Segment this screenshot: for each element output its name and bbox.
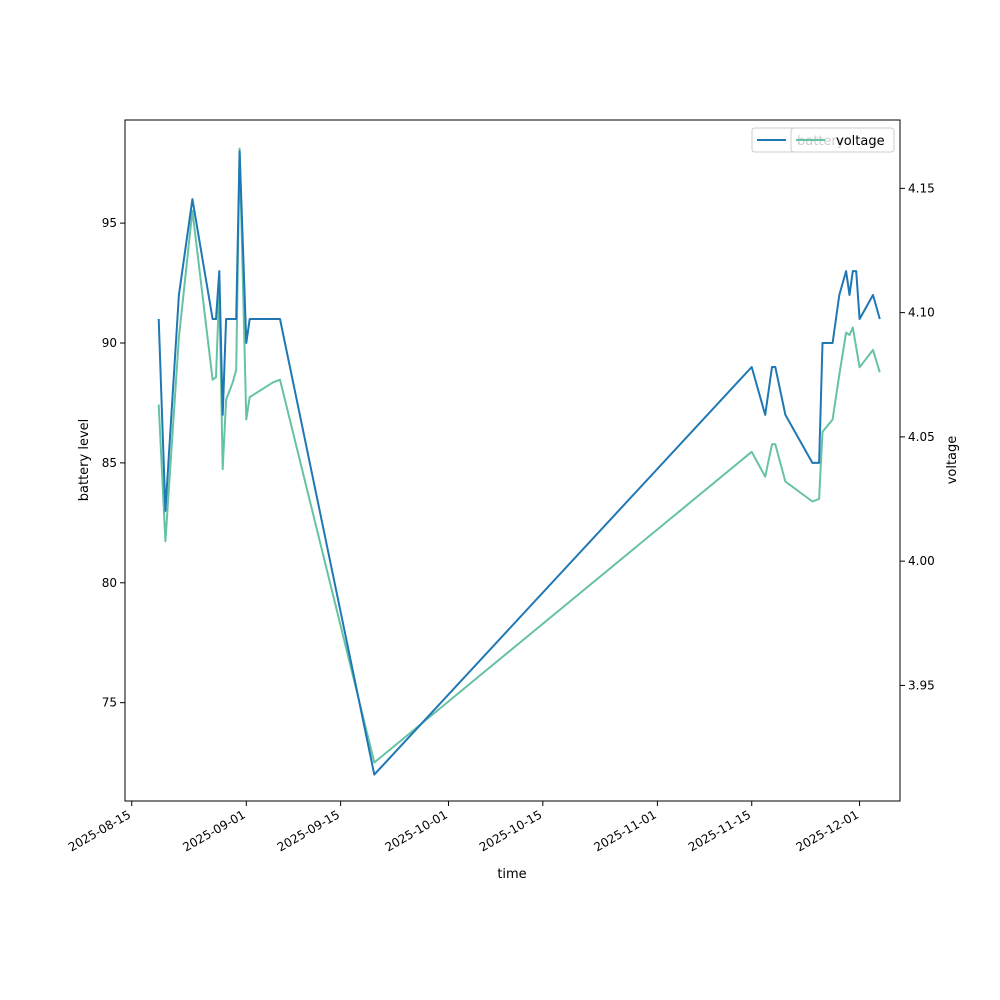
series-line-voltage — [157, 147, 881, 764]
y-axis-label: battery level — [77, 419, 92, 502]
x-tick-label: 2025-09-01 — [180, 807, 247, 854]
y-axis-right-label: voltage — [945, 436, 960, 485]
y-axis-right: 3.95 4.00 4.05 4.10 4.15 — [900, 181, 935, 692]
legend-label-voltage: voltage — [836, 134, 885, 149]
y-axis-left: 75 80 85 90 95 — [102, 216, 125, 710]
x-tick-label: 2025-08-15 — [66, 807, 133, 854]
x-tick-label: 2025-12-01 — [794, 807, 861, 854]
x-axis-label: time — [497, 867, 526, 882]
x-tick-label: 2025-09-15 — [275, 807, 342, 854]
y-tick-label: 85 — [102, 456, 117, 470]
axes-border — [124, 119, 901, 802]
y-right-tick-label: 3.95 — [908, 678, 935, 692]
y-tick-label: 80 — [102, 576, 117, 590]
x-tick-label: 2025-10-01 — [383, 807, 450, 854]
x-tick-label: 2025-11-15 — [686, 807, 753, 854]
y-right-tick-label: 4.05 — [908, 430, 935, 444]
x-tick-label: 2025-11-01 — [591, 807, 658, 854]
y-tick-label: 90 — [102, 336, 117, 350]
y-right-tick-label: 4.15 — [908, 181, 935, 195]
y-right-tick-label: 4.00 — [908, 554, 935, 568]
plot-area — [125, 120, 900, 801]
series-line-battery — [157, 150, 881, 776]
y-tick-label: 75 — [102, 696, 117, 710]
x-tick-label: 2025-10-15 — [477, 807, 544, 854]
y-right-tick-label: 4.10 — [908, 306, 935, 320]
x-axis: 2025-08-15 2025-09-01 2025-09-15 2025-10-01… — [66, 801, 861, 854]
y-tick-label: 95 — [102, 216, 117, 230]
legend-voltage: voltage — [790, 127, 895, 153]
series-layer — [157, 147, 881, 776]
